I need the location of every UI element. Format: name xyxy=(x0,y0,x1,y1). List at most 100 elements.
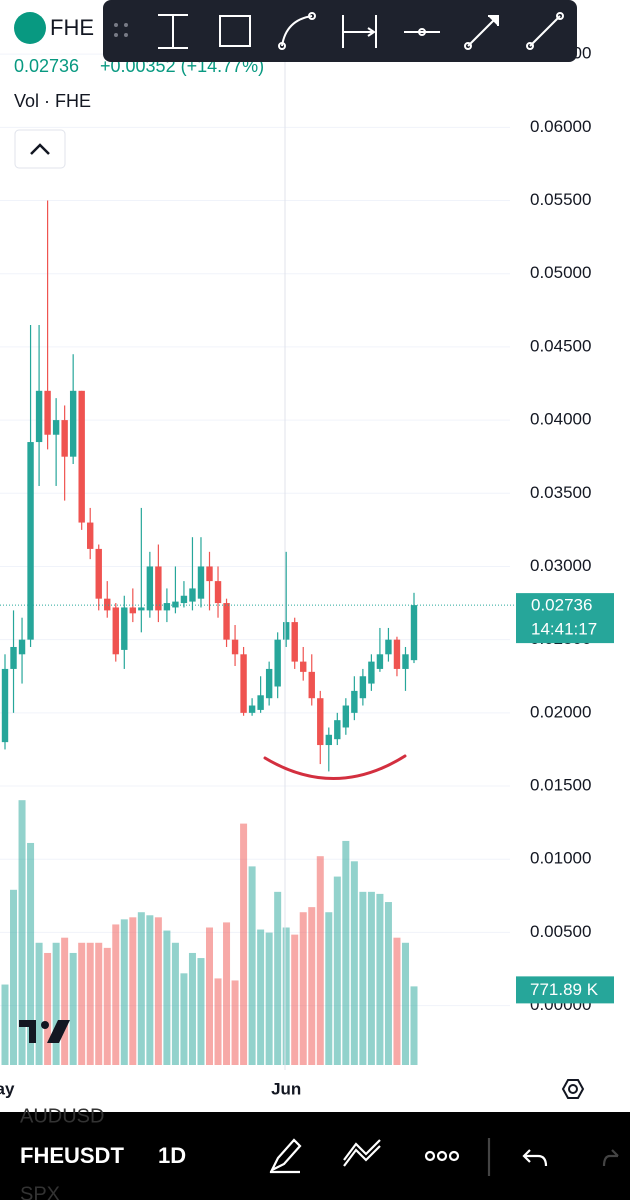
y-tick-label: 0.06000 xyxy=(530,117,591,136)
candle-body xyxy=(214,581,222,604)
tool-text[interactable] xyxy=(158,14,188,49)
y-tick-label: 0.02000 xyxy=(530,702,591,721)
volume-bar xyxy=(282,927,290,1065)
symbol: FHE xyxy=(50,15,94,40)
y-tick-label: 0.01500 xyxy=(530,776,591,795)
candle-body xyxy=(18,639,26,655)
volume-bar xyxy=(299,912,307,1065)
candle-body xyxy=(69,390,77,457)
volume-bar xyxy=(69,952,77,1065)
candle-body xyxy=(112,607,119,655)
volume-bar xyxy=(154,917,162,1065)
volume-bar xyxy=(10,889,18,1065)
candle-body xyxy=(121,607,128,650)
volume-bar xyxy=(52,942,60,1065)
candle-body xyxy=(351,690,358,713)
redo-button[interactable] xyxy=(602,1149,619,1167)
volume-bar xyxy=(103,947,111,1065)
candle-body xyxy=(317,698,324,746)
drawing-arc xyxy=(263,754,407,780)
volume-bar xyxy=(257,929,265,1065)
candle-body xyxy=(282,622,290,640)
candle-body xyxy=(342,705,350,728)
plot: 0.000000.005000.010000.015000.020000.025… xyxy=(0,44,614,1098)
price-countdown: 14:41:17 xyxy=(531,620,597,639)
candle-body xyxy=(368,661,375,684)
volume-bar xyxy=(367,891,375,1065)
volume-bar xyxy=(342,840,350,1065)
volume-bar xyxy=(350,861,358,1065)
settings-icon[interactable] xyxy=(561,1079,585,1099)
collapse-button[interactable] xyxy=(14,129,66,169)
x-tick-label: ay xyxy=(0,1079,15,1098)
candle-body xyxy=(172,601,179,608)
volume-bar xyxy=(112,924,120,1065)
volume-bar xyxy=(86,942,94,1065)
volume-bar xyxy=(274,891,282,1065)
volume-bar xyxy=(376,893,384,1065)
y-tick-label: 0.04000 xyxy=(530,410,591,429)
y-tick-label: 0.05000 xyxy=(530,263,591,282)
candle-body xyxy=(146,566,154,611)
tool-line[interactable] xyxy=(526,12,564,50)
candle-body xyxy=(231,639,239,655)
y-tick-label: 0.03500 xyxy=(530,483,591,502)
volume-bar xyxy=(384,902,392,1065)
volume-legend: Vol · FHE xyxy=(14,91,91,111)
candle-body xyxy=(410,605,418,661)
candle-body xyxy=(35,390,43,443)
candle-body xyxy=(104,598,111,611)
candle-body xyxy=(163,603,171,611)
bottom-symbol[interactable]: FHEUSDT xyxy=(20,1143,124,1168)
volume-bar xyxy=(240,823,248,1065)
tool-curve[interactable] xyxy=(278,12,316,50)
more-button[interactable] xyxy=(424,1150,460,1162)
candle-body xyxy=(61,420,68,457)
symbol-above: AUDUSD xyxy=(20,1105,104,1127)
interval[interactable]: 1D xyxy=(158,1143,186,1168)
volume-bar xyxy=(223,922,231,1065)
volume-bar xyxy=(316,856,324,1065)
volume-bar xyxy=(359,891,367,1065)
tool-hline[interactable] xyxy=(404,28,440,36)
candle-body xyxy=(359,676,367,699)
y-tick-label: 0.03000 xyxy=(530,556,591,575)
volume-bar xyxy=(308,907,316,1065)
volume-bar xyxy=(78,942,86,1065)
candle-body xyxy=(44,390,51,435)
volume-bar xyxy=(44,952,52,1065)
tool-range[interactable] xyxy=(342,15,377,48)
volume-bar xyxy=(401,942,409,1065)
volume-bar xyxy=(248,866,256,1065)
tool-rect[interactable] xyxy=(219,15,251,47)
volume-bar xyxy=(231,980,239,1065)
candle-body xyxy=(325,734,332,746)
candle-body xyxy=(240,654,247,713)
volume-bar xyxy=(410,986,418,1065)
candle-body xyxy=(180,595,188,604)
candle-body xyxy=(155,566,162,611)
candle-body xyxy=(376,654,384,669)
tool-arrow[interactable] xyxy=(464,15,499,50)
volume-bar xyxy=(197,958,205,1065)
candle-body xyxy=(257,695,264,710)
volume-bar xyxy=(325,912,333,1065)
indicators-button[interactable] xyxy=(343,1139,381,1167)
volume-bar xyxy=(35,942,43,1065)
volume-bar xyxy=(171,942,179,1065)
candle-body xyxy=(27,442,34,640)
volume-bar xyxy=(137,912,145,1065)
volume-bar xyxy=(27,842,35,1065)
candle-body xyxy=(291,622,298,662)
volume-bar xyxy=(146,915,154,1065)
candle-body xyxy=(206,566,213,582)
candle-body xyxy=(197,566,205,599)
candle-body xyxy=(138,607,145,611)
draw-button[interactable] xyxy=(269,1138,302,1174)
undo-button[interactable] xyxy=(522,1149,548,1167)
quote: 0.02736 xyxy=(14,56,79,76)
volume-bar xyxy=(333,876,341,1065)
volume-bar xyxy=(95,942,103,1065)
price-tag-value: 0.02736 xyxy=(531,596,592,615)
